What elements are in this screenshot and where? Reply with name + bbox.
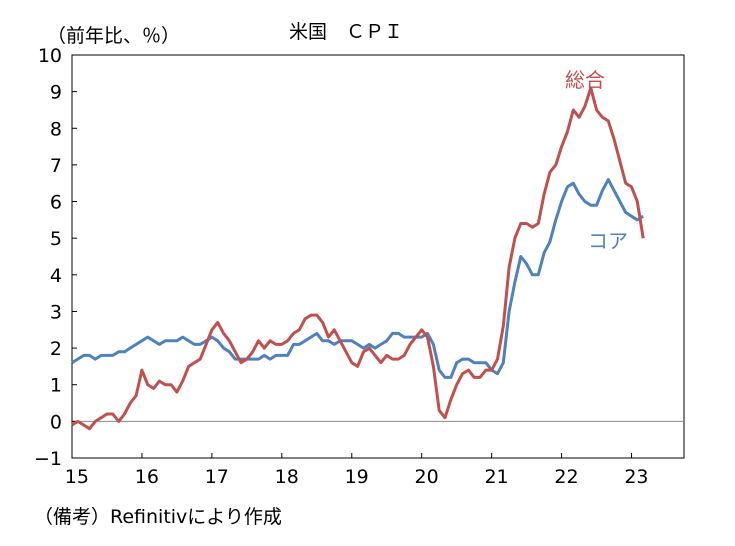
plot-frame [71, 54, 685, 459]
y-axis: −1 0 1 2 3 4 5 6 7 8 9 10 [34, 45, 77, 470]
series-lines [71, 86, 645, 431]
x-axis: 15 16 17 18 19 20 21 22 23 [65, 453, 649, 488]
y-tick-label: 9 [50, 82, 62, 104]
y-tick-label: 5 [50, 228, 62, 250]
series-line-core [71, 178, 644, 379]
y-tick-label: 2 [50, 338, 62, 360]
y-tick-label: 6 [50, 192, 62, 214]
x-tick-label: 18 [275, 466, 299, 488]
series-label-core: コア [588, 229, 628, 253]
source-note: （備考）Refinitivにより作成 [34, 506, 282, 528]
x-tick-label: 22 [554, 466, 578, 488]
y-tick-label: 3 [50, 301, 62, 323]
x-tick-label: 21 [484, 466, 508, 488]
series-label-total: 総合 [565, 68, 605, 92]
x-tick-label: 23 [624, 466, 648, 488]
x-tick-label: 20 [415, 466, 439, 488]
chart-title: 米国 ＣＰＩ [289, 21, 403, 43]
y-tick-label: 1 [50, 375, 62, 397]
unit-label: （前年比、％） [47, 25, 180, 47]
series-line-total [71, 86, 645, 431]
x-tick-label: 17 [205, 466, 229, 488]
x-tick-label: 16 [135, 466, 159, 488]
y-tick-label: 8 [50, 118, 62, 140]
y-tick-label: −1 [34, 448, 62, 470]
y-tick-label: 4 [50, 265, 62, 287]
y-tick-label: 7 [50, 155, 62, 177]
y-tick-label: 10 [38, 45, 62, 67]
y-tick-label: 0 [50, 411, 62, 433]
x-tick-label: 15 [65, 466, 89, 488]
x-tick-label: 19 [345, 466, 369, 488]
